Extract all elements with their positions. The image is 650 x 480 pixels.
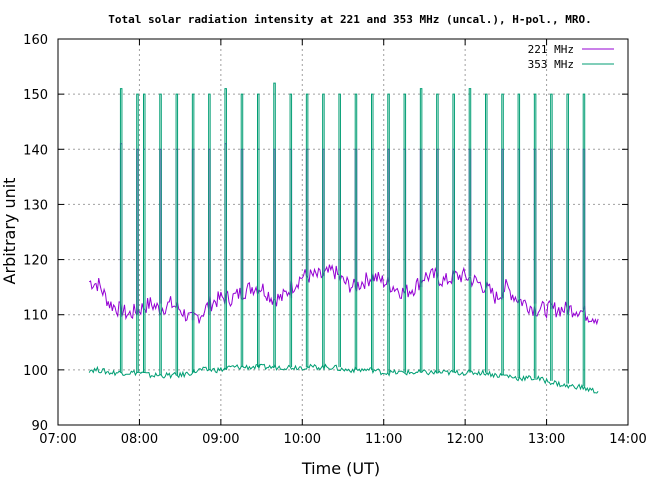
spike-353-mhz [419, 88, 423, 373]
spike-353-mhz [191, 93, 195, 373]
spike-353-mhz [550, 93, 553, 381]
grid-lines [58, 39, 628, 425]
spike-353-mhz [224, 88, 227, 370]
series-221-mhz [88, 143, 599, 326]
legend-label: 353 MHz [528, 58, 574, 71]
series-353-mhz [88, 82, 599, 394]
chart-title: Total solar radiation intensity at 221 a… [108, 13, 591, 26]
y-tick-label: 90 [31, 419, 48, 434]
spike-353-mhz [338, 93, 341, 368]
x-tick-label: 09:00 [202, 432, 239, 447]
spike-353-mhz [322, 93, 325, 368]
spike-353-mhz [436, 93, 439, 373]
spike-353-mhz [175, 93, 179, 376]
spike-353-mhz [582, 93, 586, 387]
series-line-353-mhz [88, 363, 599, 394]
spike-353-mhz [257, 93, 260, 368]
spike-353-mhz [305, 93, 309, 368]
x-tick-label: 10:00 [284, 432, 321, 447]
x-tick-label: 11:00 [365, 432, 402, 447]
plot-frame [57, 38, 629, 426]
spike-353-mhz [468, 88, 472, 373]
spike-353-mhz [403, 93, 407, 373]
legend-label: 221 MHz [528, 43, 574, 56]
y-tick-label: 100 [23, 364, 48, 379]
spike-353-mhz [566, 93, 569, 384]
spike-353-mhz [143, 93, 146, 373]
spike-353-mhz [208, 93, 211, 370]
y-tick-label: 140 [23, 143, 48, 158]
x-axis-label: Time (UT) [301, 459, 380, 478]
spike-353-mhz [273, 82, 276, 368]
spike-353-mhz [517, 93, 521, 379]
spike-353-mhz [533, 93, 537, 379]
y-axis-label: Arbitrary unit [0, 178, 19, 285]
spike-353-mhz [485, 93, 488, 373]
spike-353-mhz [452, 93, 455, 373]
spike-353-mhz [501, 93, 504, 376]
spike-353-mhz [387, 93, 390, 373]
x-tick-label: 08:00 [121, 432, 158, 447]
spike-353-mhz [289, 93, 293, 368]
spike-353-mhz [159, 93, 162, 376]
y-tick-label: 120 [23, 254, 48, 269]
y-tick-label: 150 [23, 88, 48, 103]
x-tick-label: 14:00 [609, 432, 646, 447]
x-tick-label: 13:00 [528, 432, 565, 447]
series-layer [88, 82, 599, 394]
y-axis: 90 100 110 120 130 140 150 160 [23, 33, 628, 434]
spike-353-mhz [136, 93, 139, 373]
spike-353-mhz [240, 93, 244, 368]
x-axis: 07:00 08:00 09:00 10:00 11:00 12:00 13:00 14:00 [39, 39, 647, 447]
series-line-221-mhz [88, 263, 599, 326]
spike-353-mhz [119, 88, 123, 373]
y-tick-label: 130 [23, 198, 48, 213]
spike-353-mhz [354, 93, 358, 370]
legend: 221 MHz 353 MHz [528, 43, 614, 71]
y-tick-label: 110 [23, 309, 48, 324]
y-tick-label: 160 [23, 33, 48, 48]
x-tick-label: 07:00 [39, 432, 76, 447]
x-tick-label: 12:00 [446, 432, 483, 447]
spike-353-mhz [371, 93, 374, 370]
